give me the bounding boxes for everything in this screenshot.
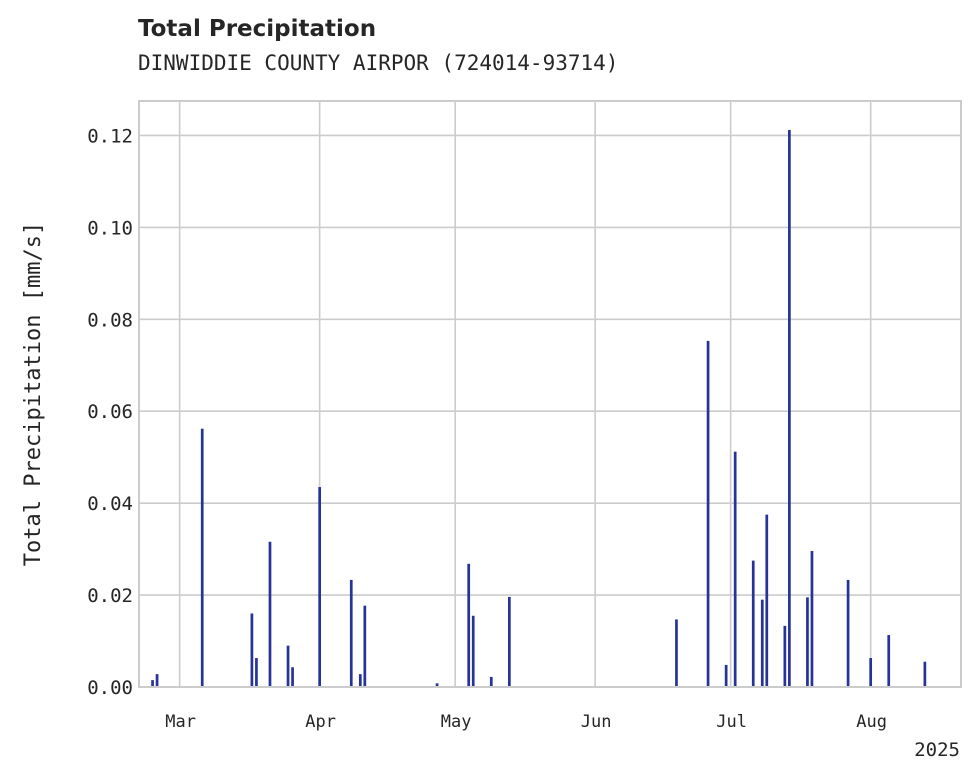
x-tick-label: Apr bbox=[305, 712, 336, 732]
precipitation-bar bbox=[675, 619, 678, 687]
y-tick-label: 0.08 bbox=[87, 309, 133, 331]
precipitation-bar bbox=[706, 340, 710, 687]
precipitation-bar bbox=[291, 667, 294, 687]
precipitation-bars bbox=[151, 129, 927, 687]
y-tick-label: 0.10 bbox=[87, 217, 133, 239]
precipitation-bar bbox=[286, 645, 290, 687]
precipitation-bar bbox=[349, 579, 353, 687]
precipitation-bar bbox=[887, 635, 891, 687]
precipitation-bar bbox=[255, 658, 258, 687]
precipitation-bar bbox=[783, 625, 787, 687]
precipitation-bar bbox=[318, 487, 322, 687]
precipitation-bar bbox=[151, 680, 154, 687]
precipitation-bar bbox=[923, 661, 927, 687]
x-tick-label: Jul bbox=[716, 712, 747, 732]
x-tick-label: Aug bbox=[856, 712, 887, 732]
y-tick-labels: 0.00 0.02 0.04 0.06 0.08 0.10 0.12 bbox=[87, 125, 133, 699]
precipitation-bar bbox=[810, 550, 814, 687]
y-tick-label: 0.00 bbox=[87, 677, 133, 699]
x-tick-label: May bbox=[441, 712, 472, 732]
precipitation-bar bbox=[467, 563, 471, 687]
precipitation-bar bbox=[869, 658, 873, 687]
grid-lines bbox=[139, 101, 961, 688]
x-tick-labels: Mar Apr May Jun Jul Aug bbox=[165, 712, 887, 732]
x-tick-label: Mar bbox=[165, 712, 196, 732]
precipitation-bar bbox=[435, 683, 439, 687]
x-tick-label: Jun bbox=[581, 712, 612, 732]
y-tick-label: 0.04 bbox=[87, 493, 133, 515]
chart-title: Total Precipitation bbox=[138, 16, 377, 42]
y-tick-label: 0.12 bbox=[87, 125, 133, 147]
precipitation-bar bbox=[268, 541, 272, 687]
precipitation-bar bbox=[471, 615, 475, 687]
plot-frame bbox=[138, 100, 962, 688]
precipitation-bar bbox=[724, 664, 728, 687]
chart-subtitle: DINWIDDIE COUNTY AIRPOR (724014-93714) bbox=[138, 51, 619, 75]
y-tick-label: 0.06 bbox=[87, 401, 133, 423]
precipitation-bar bbox=[806, 597, 809, 687]
precipitation-bar bbox=[846, 579, 850, 687]
precipitation-bar bbox=[200, 428, 204, 687]
precipitation-bar bbox=[765, 514, 769, 687]
precipitation-bar bbox=[760, 599, 764, 687]
y-tick-label: 0.02 bbox=[87, 585, 133, 607]
precipitation-bar bbox=[733, 451, 737, 687]
y-axis-label: Total Precipitation [mm/s] bbox=[21, 222, 46, 566]
precipitation-bar bbox=[155, 674, 159, 687]
precipitation-bar bbox=[363, 605, 367, 687]
precipitation-bar bbox=[788, 129, 791, 687]
precipitation-bar bbox=[250, 613, 254, 687]
precipitation-bar bbox=[751, 560, 755, 687]
precipitation-bar bbox=[489, 676, 493, 687]
year-label: 2025 bbox=[914, 739, 960, 761]
precipitation-bar bbox=[358, 674, 362, 687]
precipitation-bar bbox=[507, 596, 511, 687]
